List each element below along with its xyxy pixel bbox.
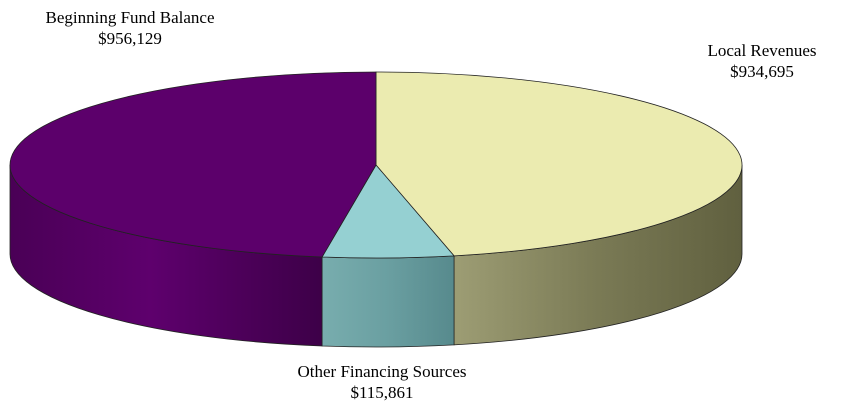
- slice-name-beginning-fund-balance: Beginning Fund Balance: [45, 8, 215, 27]
- slice-value-local-revenues: $934,695: [730, 62, 794, 81]
- pie-tops: [9, 71, 743, 259]
- slice-label-other-financing-sources: Other Financing Sources $115,861: [254, 361, 510, 403]
- slice-label-local-revenues: Local Revenues $934,695: [682, 40, 842, 82]
- pie-side-other-financing-sources: [321, 255, 455, 348]
- slice-value-beginning-fund-balance: $956,129: [98, 29, 162, 48]
- pie-sides: [9, 164, 743, 348]
- pie-slice-beginning-fund-balance: [9, 71, 377, 258]
- slice-value-other-financing-sources: $115,861: [350, 383, 414, 402]
- slice-name-local-revenues: Local Revenues: [707, 41, 817, 60]
- pie-slice-other-financing-sources: [321, 164, 455, 259]
- slice-name-other-financing-sources: Other Financing Sources: [297, 362, 467, 381]
- pie-slice-local-revenues: [375, 71, 743, 257]
- slice-label-beginning-fund-balance: Beginning Fund Balance $956,129: [2, 7, 258, 49]
